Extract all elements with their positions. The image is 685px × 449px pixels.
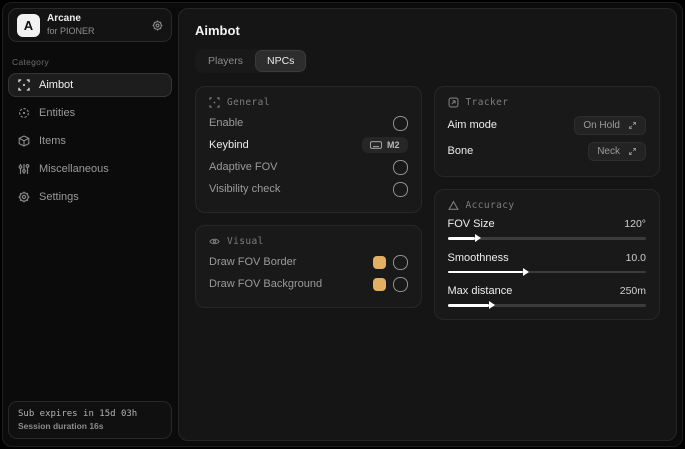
visibility-check-checkbox[interactable]: [392, 181, 408, 197]
panel-title: General: [227, 97, 270, 108]
sidebar-nav: Aimbot Entities Items: [8, 73, 172, 209]
gear-icon[interactable]: [152, 20, 163, 31]
aim-mode-select[interactable]: On Hold: [574, 115, 646, 135]
fov-size-value: 120°: [624, 218, 646, 230]
session-duration-text: Session duration 16s: [18, 421, 104, 431]
sidebar-item-aimbot[interactable]: Aimbot: [8, 73, 172, 97]
page-title: Aimbot: [195, 23, 240, 38]
sidebar-item-label: Miscellaneous: [39, 163, 109, 175]
subscription-info: Sub expires in 15d 03h Session duration …: [8, 401, 172, 439]
general-row-adaptive-fov: Adaptive FOV: [209, 156, 408, 178]
expand-icon: [628, 147, 637, 156]
tab-npcs[interactable]: NPCs: [256, 51, 306, 71]
sidebar-item-miscellaneous[interactable]: Miscellaneous: [8, 157, 172, 181]
entities-icon: [18, 107, 30, 119]
general-row-enable: Enable: [209, 112, 408, 134]
panel-general: General Enable Keybind: [195, 86, 422, 213]
tracker-row-bone: Bone Neck: [448, 138, 646, 164]
general-row-keybind: Keybind M2: [209, 134, 408, 156]
sidebar-item-label: Aimbot: [39, 79, 74, 91]
sidebar-item-settings[interactable]: Settings: [8, 185, 172, 209]
sub-expiry-text: Sub expires in 15d 03h: [18, 409, 138, 419]
crosshair-icon: [18, 79, 30, 91]
panel-accuracy: Accuracy FOV Size 120° Smoothnes: [433, 189, 660, 320]
app-name: Arcane: [47, 13, 81, 25]
max-distance-slider[interactable]: [447, 304, 646, 307]
expand-icon: [628, 121, 637, 130]
fov-size-slider[interactable]: [447, 237, 646, 240]
panel-visual: Visual Draw FOV Border Draw FOV Backgrou…: [195, 225, 422, 308]
bone-select[interactable]: Neck: [588, 141, 646, 161]
smoothness-slider[interactable]: [447, 270, 646, 273]
general-row-visibility-check: Visibility check: [209, 178, 408, 200]
keyboard-icon: [370, 141, 382, 149]
bone-value: Neck: [597, 145, 620, 157]
keybind-button[interactable]: M2: [361, 137, 408, 153]
smoothness-slider-group: Smoothness 10.0: [447, 251, 646, 273]
frame-icon: [448, 97, 459, 108]
category-label: Category: [12, 57, 49, 67]
max-distance-slider-group: Max distance 250m: [447, 285, 646, 307]
fov-size-slider-group: FOV Size 120°: [447, 218, 646, 240]
sliders-icon: [18, 163, 30, 175]
adaptive-fov-checkbox[interactable]: [392, 159, 408, 175]
tab-players[interactable]: Players: [208, 55, 244, 67]
visual-row-fov-border: Draw FOV Border: [209, 251, 408, 273]
eye-icon: [209, 236, 220, 247]
fov-border-color-swatch[interactable]: [372, 255, 386, 269]
fov-background-color-swatch[interactable]: [372, 277, 386, 291]
aim-mode-value: On Hold: [583, 119, 620, 131]
sidebar-item-entities[interactable]: Entities: [8, 101, 172, 125]
panel-title: Accuracy: [465, 200, 515, 211]
panel-title: Tracker: [465, 97, 509, 108]
crosshair-icon: [209, 97, 220, 108]
sidebar: A Arcane for PIONER Category Aim: [8, 8, 172, 441]
visual-row-fov-background: Draw FOV Background: [209, 273, 408, 295]
app-header: A Arcane for PIONER: [8, 8, 172, 42]
sidebar-item-label: Items: [39, 135, 66, 147]
fov-border-checkbox[interactable]: [392, 254, 408, 270]
app-subtitle: for PIONER: [47, 25, 95, 36]
enable-checkbox[interactable]: [392, 115, 408, 131]
box-icon: [18, 135, 30, 147]
tab-bar: Players NPCs: [195, 49, 308, 73]
triangle-icon: [447, 200, 459, 211]
sidebar-item-items[interactable]: Items: [8, 129, 172, 153]
tracker-row-aim-mode: Aim mode On Hold: [448, 112, 646, 138]
gear-icon: [18, 191, 30, 203]
sidebar-item-label: Settings: [39, 191, 79, 203]
main-panel: Aimbot Players NPCs General: [178, 8, 677, 441]
panel-title: Visual: [227, 236, 264, 247]
max-distance-value: 250m: [619, 285, 646, 297]
sidebar-item-label: Entities: [39, 107, 76, 119]
app-logo: A: [17, 13, 40, 37]
smoothness-value: 10.0: [625, 251, 646, 264]
fov-background-checkbox[interactable]: [392, 276, 408, 292]
keybind-value: M2: [386, 140, 400, 150]
panel-tracker: Tracker Aim mode On Hold: [433, 86, 660, 177]
